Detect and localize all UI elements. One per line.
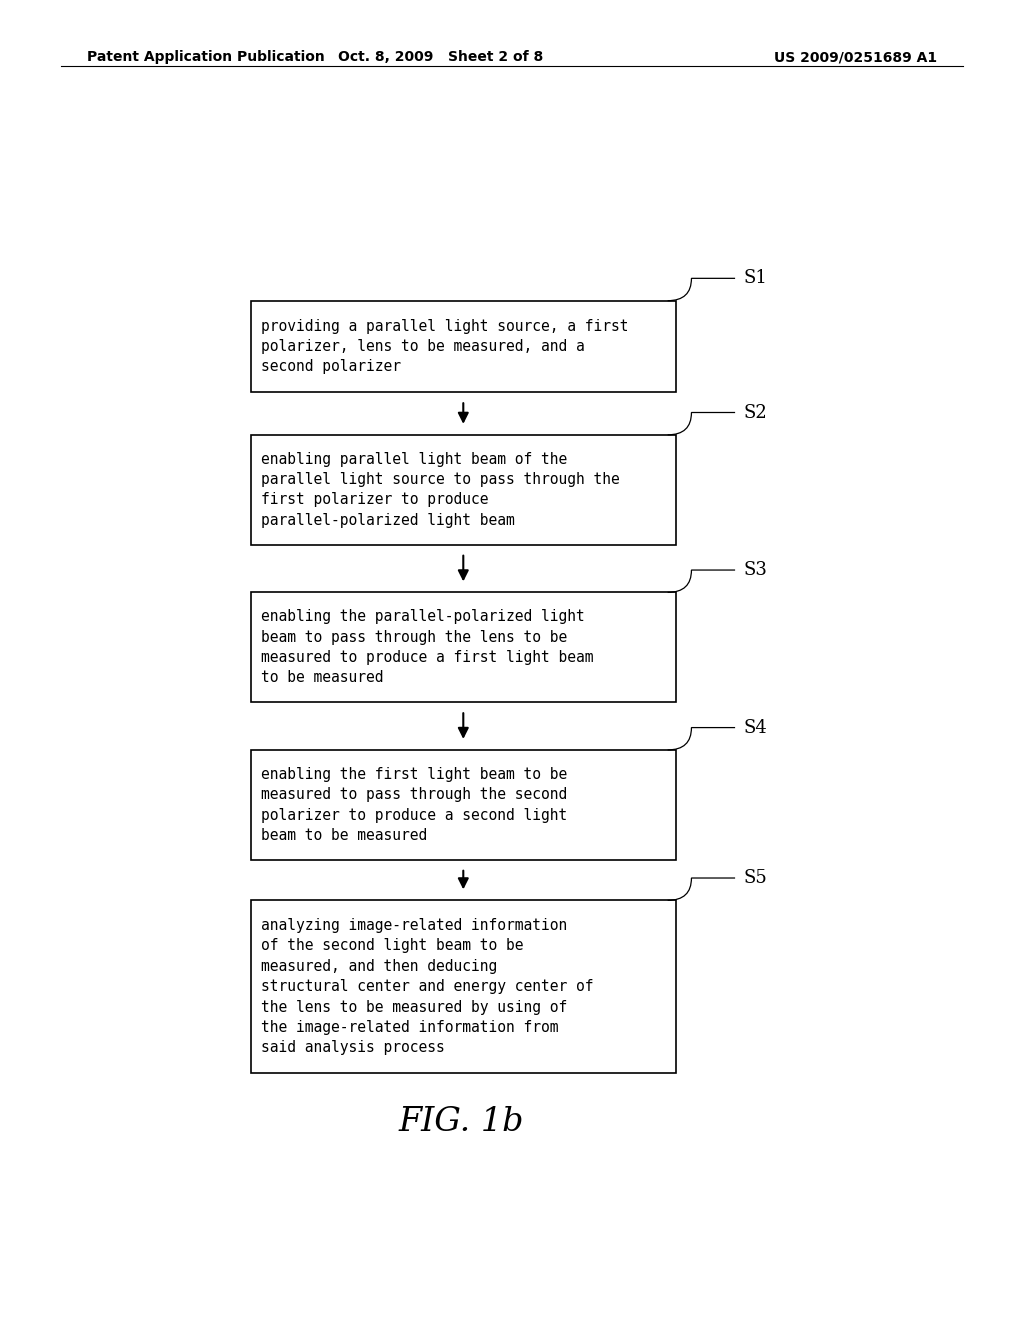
- Text: S5: S5: [743, 869, 767, 887]
- Text: FIG. 1b: FIG. 1b: [398, 1106, 524, 1138]
- Text: S1: S1: [743, 269, 767, 288]
- Text: S3: S3: [743, 561, 767, 579]
- Text: Oct. 8, 2009   Sheet 2 of 8: Oct. 8, 2009 Sheet 2 of 8: [338, 50, 543, 65]
- Text: enabling the parallel-polarized light
beam to pass through the lens to be
measur: enabling the parallel-polarized light be…: [261, 610, 594, 685]
- Text: enabling the first light beam to be
measured to pass through the second
polarize: enabling the first light beam to be meas…: [261, 767, 567, 843]
- Text: S4: S4: [743, 718, 767, 737]
- FancyBboxPatch shape: [251, 900, 676, 1073]
- FancyBboxPatch shape: [251, 750, 676, 859]
- Text: US 2009/0251689 A1: US 2009/0251689 A1: [774, 50, 937, 65]
- FancyBboxPatch shape: [251, 434, 676, 545]
- Text: enabling parallel light beam of the
parallel light source to pass through the
fi: enabling parallel light beam of the para…: [261, 451, 621, 528]
- Text: analyzing image-related information
of the second light beam to be
measured, and: analyzing image-related information of t…: [261, 919, 594, 1056]
- Text: providing a parallel light source, a first
polarizer, lens to be measured, and a: providing a parallel light source, a fir…: [261, 318, 629, 375]
- Text: Patent Application Publication: Patent Application Publication: [87, 50, 325, 65]
- Text: S2: S2: [743, 404, 767, 421]
- FancyBboxPatch shape: [251, 301, 676, 392]
- FancyBboxPatch shape: [251, 593, 676, 702]
